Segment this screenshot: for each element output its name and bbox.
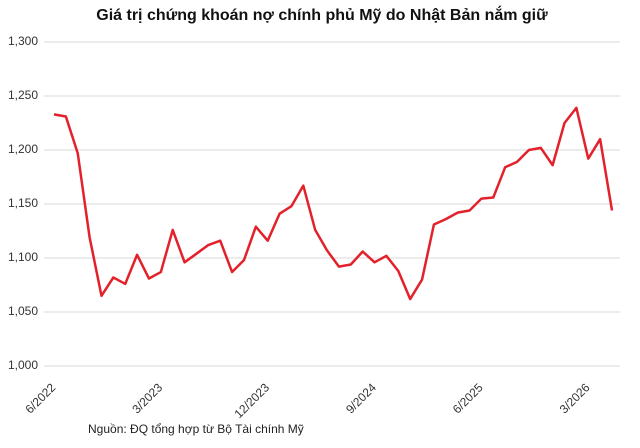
- y-tick-label: 1,150: [8, 196, 38, 210]
- x-tick-label: 12/2023: [231, 380, 272, 421]
- x-tick-label: 6/2022: [23, 380, 59, 416]
- y-tick-label: 1,200: [8, 142, 38, 156]
- y-tick-label: 1,100: [8, 250, 38, 264]
- x-tick-label: 9/2024: [343, 380, 379, 416]
- x-tick-label: 3/2023: [129, 380, 165, 416]
- source-note: Nguồn: ĐQ tổng hợp từ Bộ Tài chính Mỹ: [88, 422, 304, 436]
- y-tick-label: 1,300: [8, 34, 38, 48]
- y-tick-label: 1,050: [8, 304, 38, 318]
- y-tick-label: 1,250: [8, 88, 38, 102]
- y-tick-label: 1,000: [8, 358, 38, 372]
- x-tick-label: 3/2026: [557, 380, 593, 416]
- x-tick-label: 6/2025: [450, 380, 486, 416]
- chart-title: Giá trị chứng khoán nợ chính phủ Mỹ do N…: [96, 5, 548, 24]
- data-line: [53, 106, 614, 301]
